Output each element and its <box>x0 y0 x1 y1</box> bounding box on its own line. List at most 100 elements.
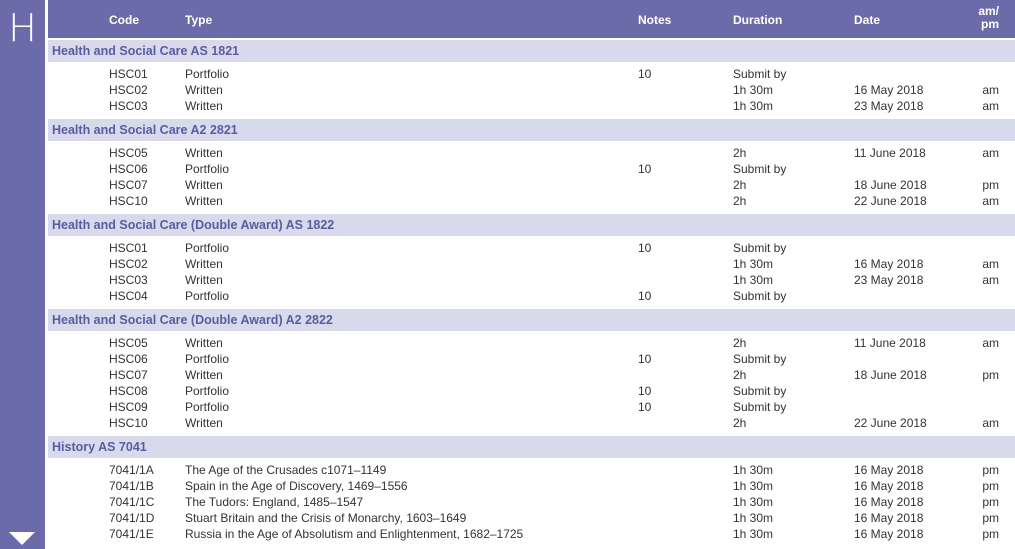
cell-duration: Submit by <box>733 241 787 255</box>
header-type: Type <box>185 13 213 27</box>
cell-notes: 10 <box>638 162 652 176</box>
table-row: HSC10 Written 2h 22 June 2018 am <box>48 193 1015 209</box>
cell-date: 16 May 2018 <box>854 479 924 493</box>
cell-duration: Submit by <box>733 384 787 398</box>
cell-duration: 1h 30m <box>733 511 774 525</box>
cell-ampm: am <box>982 416 999 430</box>
cell-notes: 10 <box>638 352 652 366</box>
cell-type: Written <box>185 257 223 271</box>
cell-duration: 2h <box>733 416 747 430</box>
table-row: HSC07 Written 2h 18 June 2018 pm <box>48 367 1015 383</box>
cell-ampm: pm <box>982 463 999 477</box>
table-row: HSC01 Portfolio 10 Submit by <box>48 240 1015 256</box>
table-row: HSC03 Written 1h 30m 23 May 2018 am <box>48 98 1015 114</box>
header-ampm-line2: pm <box>981 17 999 31</box>
cell-notes: 10 <box>638 67 652 81</box>
table-row: HSC06 Portfolio 10 Submit by <box>48 351 1015 367</box>
cell-ampm: am <box>982 194 999 208</box>
table-row: 7041/1D Stuart Britain and the Crisis of … <box>48 510 1015 526</box>
cell-duration: Submit by <box>733 289 787 303</box>
timetable: Code Type Notes Duration Date am/pm Heal… <box>48 0 1015 545</box>
cell-duration: Submit by <box>733 400 787 414</box>
cell-duration: 1h 30m <box>733 83 774 97</box>
down-arrow-icon[interactable] <box>9 532 35 545</box>
section-letter: H <box>8 6 37 50</box>
cell-type: Written <box>185 178 223 192</box>
cell-notes: 10 <box>638 400 652 414</box>
cell-code: HSC07 <box>109 178 148 192</box>
cell-code: HSC03 <box>109 99 148 113</box>
cell-type: Written <box>185 273 223 287</box>
cell-duration: 2h <box>733 146 747 160</box>
table-row: HSC02 Written 1h 30m 16 May 2018 am <box>48 256 1015 272</box>
section-rows: HSC01 Portfolio 10 Submit by HSC02 Written 1h … <box>48 62 1015 117</box>
cell-type: Portfolio <box>185 67 230 81</box>
section-heading: Health and Social Care (Double Award) AS… <box>48 214 1015 236</box>
section-letter-tab: H <box>0 0 45 549</box>
cell-date: 23 May 2018 <box>854 99 924 113</box>
cell-code: HSC10 <box>109 194 148 208</box>
cell-code: HSC02 <box>109 83 148 97</box>
cell-duration: 2h <box>733 336 747 350</box>
sections-container: Health and Social Care AS 1821 HSC01 Portf… <box>48 40 1015 545</box>
cell-duration: 2h <box>733 368 747 382</box>
cell-duration: Submit by <box>733 162 787 176</box>
cell-type: Portfolio <box>185 352 230 366</box>
table-header: Code Type Notes Duration Date am/pm <box>48 0 1015 38</box>
table-row: HSC09 Portfolio 10 Submit by <box>48 399 1015 415</box>
cell-type: Written <box>185 416 223 430</box>
cell-date: 16 May 2018 <box>854 527 924 541</box>
table-row: HSC01 Portfolio 10 Submit by <box>48 66 1015 82</box>
table-row: HSC04 Portfolio 10 Submit by <box>48 288 1015 304</box>
cell-type: Written <box>185 99 223 113</box>
cell-duration: Submit by <box>733 352 787 366</box>
cell-type: Portfolio <box>185 289 230 303</box>
cell-type: Written <box>185 336 223 350</box>
cell-type: Portfolio <box>185 400 230 414</box>
header-date: Date <box>854 13 881 27</box>
cell-code: HSC06 <box>109 352 148 366</box>
table-row: HSC06 Portfolio 10 Submit by <box>48 161 1015 177</box>
cell-ampm: am <box>982 146 999 160</box>
table-row: 7041/1B Spain in the Age of Discovery, 14… <box>48 478 1015 494</box>
cell-duration: Submit by <box>733 67 787 81</box>
cell-code: 7041/1D <box>109 511 155 525</box>
cell-type: Portfolio <box>185 162 230 176</box>
table-row: HSC02 Written 1h 30m 16 May 2018 am <box>48 82 1015 98</box>
cell-type: The Tudors: England, 1485–1547 <box>185 495 364 509</box>
cell-type: The Age of the Crusades c1071–1149 <box>185 463 387 477</box>
cell-date: 22 June 2018 <box>854 194 927 208</box>
cell-duration: 1h 30m <box>733 99 774 113</box>
cell-notes: 10 <box>638 384 652 398</box>
cell-notes: 10 <box>638 241 652 255</box>
cell-notes: 10 <box>638 289 652 303</box>
table-row: HSC10 Written 2h 22 June 2018 am <box>48 415 1015 431</box>
section-rows: HSC01 Portfolio 10 Submit by HSC02 Written 1h … <box>48 236 1015 307</box>
cell-duration: 1h 30m <box>733 495 774 509</box>
cell-code: HSC02 <box>109 257 148 271</box>
cell-date: 16 May 2018 <box>854 83 924 97</box>
cell-code: HSC06 <box>109 162 148 176</box>
cell-code: HSC10 <box>109 416 148 430</box>
cell-ampm: am <box>982 99 999 113</box>
cell-code: HSC08 <box>109 384 148 398</box>
cell-duration: 1h 30m <box>733 463 774 477</box>
header-notes: Notes <box>638 13 672 27</box>
cell-type: Russia in the Age of Absolutism and Enli… <box>185 527 524 541</box>
section-heading: Health and Social Care A2 2821 <box>48 119 1015 141</box>
cell-code: 7041/1E <box>109 527 154 541</box>
cell-ampm: pm <box>982 527 999 541</box>
cell-code: HSC05 <box>109 146 148 160</box>
cell-code: 7041/1C <box>109 495 155 509</box>
cell-date: 16 May 2018 <box>854 495 924 509</box>
cell-code: HSC04 <box>109 289 148 303</box>
table-row: HSC03 Written 1h 30m 23 May 2018 am <box>48 272 1015 288</box>
cell-type: Written <box>185 83 223 97</box>
section-rows: 7041/1A The Age of the Crusades c1071–114… <box>48 458 1015 545</box>
cell-date: 16 May 2018 <box>854 511 924 525</box>
cell-ampm: am <box>982 336 999 350</box>
cell-duration: 1h 30m <box>733 479 774 493</box>
header-ampm: am/pm <box>969 5 999 31</box>
cell-type: Spain in the Age of Discovery, 1469–1556 <box>185 479 408 493</box>
header-code: Code <box>109 13 139 27</box>
